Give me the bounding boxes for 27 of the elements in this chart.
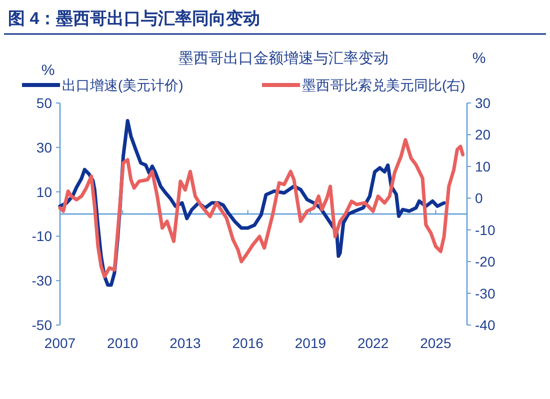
y2-tick-label: 0	[475, 190, 483, 206]
y-tick-label: 10	[36, 184, 52, 200]
y2-tick-label: -40	[475, 317, 496, 333]
legend-label: 墨西哥比索兑美元同比(右)	[302, 77, 466, 93]
y-tick-label: -30	[32, 272, 52, 289]
y2-tick-label: -10	[475, 222, 496, 238]
x-tick-label: 2022	[358, 335, 389, 351]
y2-tick-label: -20	[475, 254, 496, 270]
x-tick-label: 2007	[44, 335, 76, 351]
y-tick-label: -50	[32, 317, 52, 333]
x-tick-label: 2013	[170, 335, 202, 351]
y2-axis-title: %	[472, 50, 486, 67]
x-tick-label: 2016	[232, 335, 264, 351]
y-tick-label: -10	[32, 228, 52, 244]
y-tick-label: 50	[36, 95, 52, 111]
legend-label: 出口增速(美元计价)	[62, 77, 184, 93]
x-tick-label: 2010	[107, 335, 138, 351]
y-tick-label: 30	[36, 139, 52, 156]
x-tick-label: 2025	[420, 335, 452, 351]
chart-title: 图 4：墨西哥出口与汇率同向变动	[8, 9, 260, 28]
y-axis-title: %	[41, 62, 55, 79]
y2-tick-label: -30	[475, 285, 496, 302]
x-tick-label: 2019	[294, 335, 326, 351]
y2-tick-label: 30	[475, 95, 491, 111]
y2-tick-label: 10	[475, 158, 491, 174]
y2-tick-label: 20	[475, 126, 491, 143]
chart-subtitle: 墨西哥出口金额增速与汇率变动	[178, 50, 388, 67]
